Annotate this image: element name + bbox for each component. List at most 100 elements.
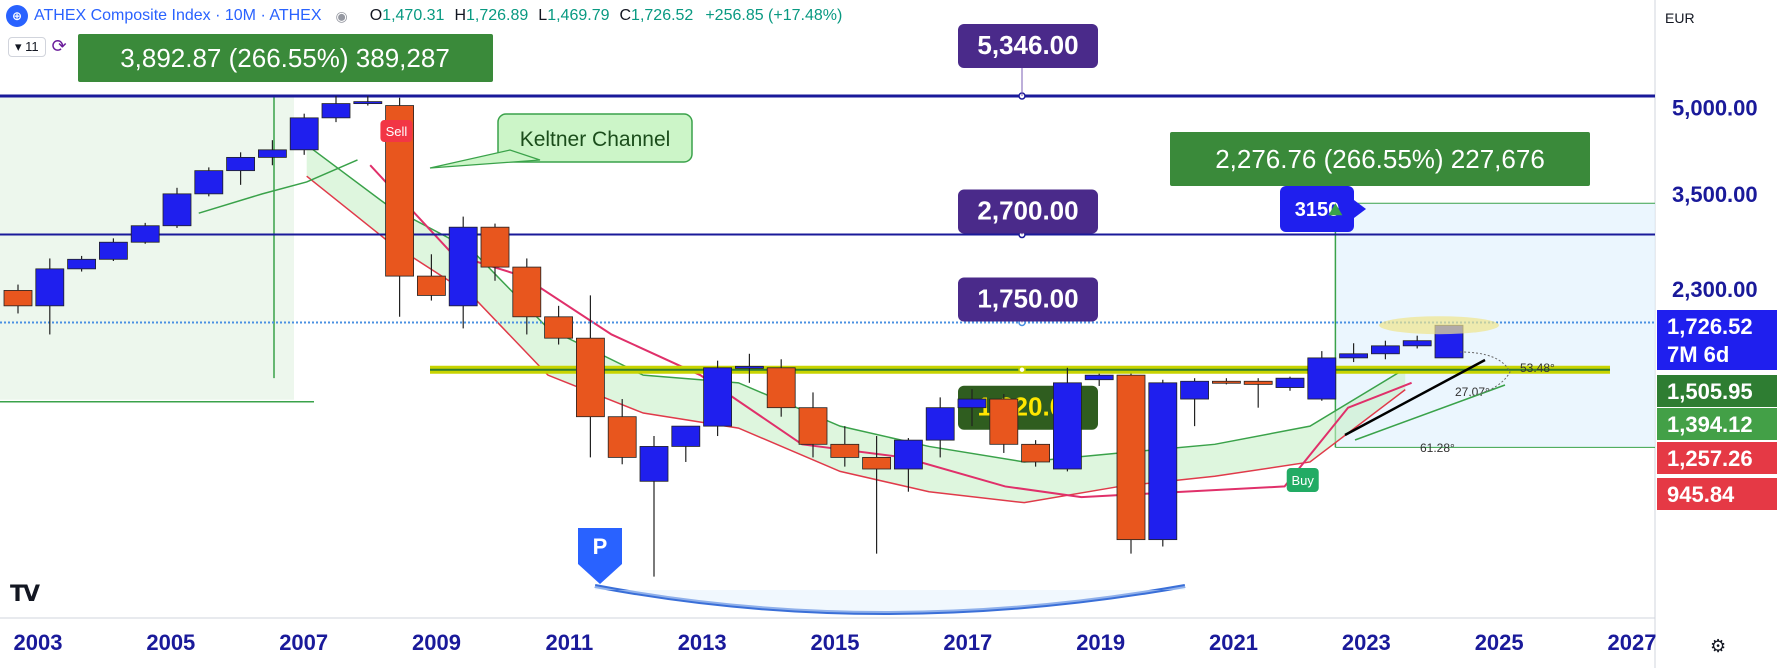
measure-label-right[interactable]: 2,276.76 (266.55%) 227,676 bbox=[1170, 132, 1590, 186]
candle[interactable] bbox=[321, 96, 351, 123]
indicator-count-badge[interactable]: ▾ 11 bbox=[8, 36, 46, 57]
candle-body bbox=[1243, 380, 1273, 385]
buy-signal-box bbox=[1286, 468, 1319, 492]
price-axis-tick: 5,000.00 bbox=[1672, 96, 1758, 121]
candle[interactable] bbox=[1212, 378, 1241, 385]
level-label-box bbox=[958, 24, 1098, 68]
candle[interactable] bbox=[67, 255, 96, 272]
candle[interactable] bbox=[671, 425, 701, 462]
price-badge[interactable]: 1,505.95 bbox=[1657, 375, 1777, 407]
candle[interactable] bbox=[576, 295, 605, 458]
tradingview-logo[interactable]: TV bbox=[10, 582, 40, 607]
candle[interactable] bbox=[894, 438, 923, 492]
candle[interactable] bbox=[416, 254, 446, 301]
target-label[interactable]: 3150 bbox=[1280, 186, 1366, 232]
candle[interactable] bbox=[639, 436, 669, 577]
candle[interactable] bbox=[1275, 376, 1305, 391]
candle[interactable] bbox=[1053, 367, 1082, 472]
candle[interactable] bbox=[1180, 378, 1209, 427]
price-badge[interactable]: 1,726.52 bbox=[1657, 310, 1777, 342]
candle[interactable] bbox=[99, 238, 128, 262]
candle[interactable] bbox=[1371, 340, 1400, 360]
candle[interactable] bbox=[1084, 373, 1114, 386]
price-badge-text: 1,394.12 bbox=[1667, 412, 1753, 437]
price-badge[interactable]: 1,394.12 bbox=[1657, 408, 1777, 440]
candle[interactable] bbox=[289, 113, 319, 155]
candle[interactable] bbox=[480, 223, 510, 281]
candle[interactable] bbox=[1021, 440, 1050, 467]
candle[interactable] bbox=[1148, 379, 1178, 547]
candle[interactable] bbox=[162, 187, 192, 228]
candle[interactable] bbox=[448, 216, 478, 329]
measure-label-top[interactable]: 3,892.87 (266.55%) 389,287 bbox=[78, 34, 493, 82]
candle-body bbox=[480, 226, 510, 268]
level-label[interactable]: 1,750.00 bbox=[958, 277, 1098, 323]
candle[interactable] bbox=[862, 436, 891, 554]
candle[interactable] bbox=[989, 394, 1019, 453]
refresh-icon[interactable]: ⟳ bbox=[51, 36, 67, 56]
price-badge[interactable]: 1,257.26 bbox=[1657, 442, 1777, 474]
change-value: +256.85 (+17.48%) bbox=[705, 7, 843, 24]
candle[interactable] bbox=[1243, 378, 1273, 408]
candle[interactable] bbox=[957, 389, 987, 427]
candle-body bbox=[1084, 374, 1114, 381]
high-label: H bbox=[454, 7, 467, 24]
candle[interactable] bbox=[703, 360, 732, 437]
eye-icon[interactable]: ◉ bbox=[335, 7, 348, 24]
time-axis-tick: 2025 bbox=[1475, 630, 1524, 655]
level-label[interactable]: 2,700.00 bbox=[958, 189, 1098, 235]
candle-body bbox=[925, 407, 955, 441]
candle-body bbox=[544, 316, 573, 339]
price-badge-box bbox=[1657, 408, 1777, 440]
candle[interactable] bbox=[257, 140, 287, 166]
candle-body bbox=[735, 365, 764, 369]
candle[interactable] bbox=[3, 284, 33, 314]
measure-box-left bbox=[0, 96, 294, 400]
time-axis-tick: 2005 bbox=[146, 630, 195, 655]
candle[interactable] bbox=[607, 399, 637, 465]
candle-body bbox=[416, 275, 446, 296]
candle[interactable] bbox=[1116, 373, 1146, 554]
currency-label[interactable]: EUR bbox=[1665, 10, 1695, 26]
candle[interactable] bbox=[130, 222, 160, 244]
pattern-label[interactable]: P bbox=[578, 528, 1186, 615]
time-axis-tick: 2009 bbox=[412, 630, 461, 655]
open-value: 1,470.31 bbox=[382, 7, 445, 24]
candle[interactable] bbox=[544, 305, 573, 345]
candle[interactable] bbox=[353, 96, 383, 106]
measure-label-text: 3,892.87 (266.55%) 389,287 bbox=[120, 43, 450, 73]
candle[interactable] bbox=[830, 426, 860, 467]
highlight-ellipse bbox=[1379, 316, 1499, 335]
candle[interactable] bbox=[798, 392, 828, 458]
settings-icon[interactable]: ⚙ bbox=[1710, 636, 1727, 656]
price-badge-box bbox=[1657, 375, 1777, 407]
candle[interactable] bbox=[766, 359, 796, 417]
price-badge[interactable]: 7M 6d bbox=[1657, 338, 1777, 370]
candle[interactable] bbox=[925, 397, 955, 458]
candle[interactable] bbox=[194, 167, 224, 197]
candle[interactable] bbox=[35, 258, 65, 335]
candle[interactable] bbox=[512, 258, 542, 335]
level-label[interactable]: 5,346.00 bbox=[958, 24, 1098, 96]
candle[interactable] bbox=[226, 152, 256, 185]
price-badge-text: 1,726.52 bbox=[1667, 314, 1753, 339]
keltner-label[interactable]: Keltner Channel bbox=[429, 113, 693, 169]
price-badge-box bbox=[1657, 442, 1777, 474]
keltner-label-text: Keltner Channel bbox=[520, 128, 671, 151]
sell-signal[interactable]: Sell bbox=[380, 120, 413, 142]
globe-icon[interactable]: ⊕ bbox=[6, 5, 28, 27]
candle-body bbox=[67, 258, 96, 270]
candle[interactable] bbox=[1307, 351, 1337, 401]
price-badge[interactable]: 945.84 bbox=[1657, 478, 1777, 510]
price-badge-text: 1,257.26 bbox=[1667, 446, 1753, 471]
candle[interactable] bbox=[735, 353, 764, 383]
candle[interactable] bbox=[1402, 335, 1432, 349]
candle[interactable] bbox=[1339, 343, 1368, 363]
candle-body bbox=[957, 398, 987, 409]
candle-body bbox=[894, 439, 923, 470]
price-badge-box bbox=[1657, 338, 1777, 370]
buy-signal[interactable]: Buy bbox=[1286, 468, 1319, 492]
symbol-title[interactable]: ATHEX Composite Index · 10M · ATHEX bbox=[34, 7, 322, 24]
time-axis-tick: 2017 bbox=[943, 630, 992, 655]
